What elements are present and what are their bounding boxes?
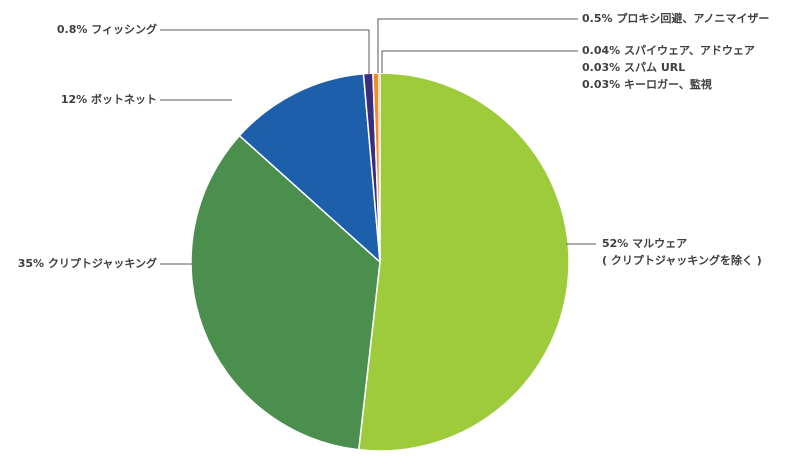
leader-lines <box>160 18 596 265</box>
slice-label: 35% クリプトジャッキング <box>18 256 157 270</box>
leader-line <box>160 29 370 75</box>
pie-slice <box>190 134 381 451</box>
slice-labels: 52% マルウェア ( クリプトジャッキングを除く ) 35% クリプトジャッキング… <box>18 11 770 270</box>
slice-sublabel: ( クリプトジャッキングを除く ) <box>602 253 762 267</box>
pie-slice <box>357 72 570 452</box>
leader-line <box>377 18 578 73</box>
pie-slices <box>190 72 570 452</box>
slice-label: 0.8% フィッシング <box>57 22 157 36</box>
pie-slice <box>238 72 381 264</box>
slice-label: 0.03% スパム URL <box>582 61 685 74</box>
slice-label: 0.04% スパイウェア、アドウェア <box>582 44 755 57</box>
slice-label: 12% ボットネット <box>61 92 157 106</box>
slice-label: 52% マルウェア <box>602 237 687 250</box>
slice-label: 0.03% キーロガー、監視 <box>582 77 712 91</box>
slice-label: 0.5% プロキシ回避、アノニマイザー <box>582 11 769 25</box>
leader-line <box>381 50 578 73</box>
